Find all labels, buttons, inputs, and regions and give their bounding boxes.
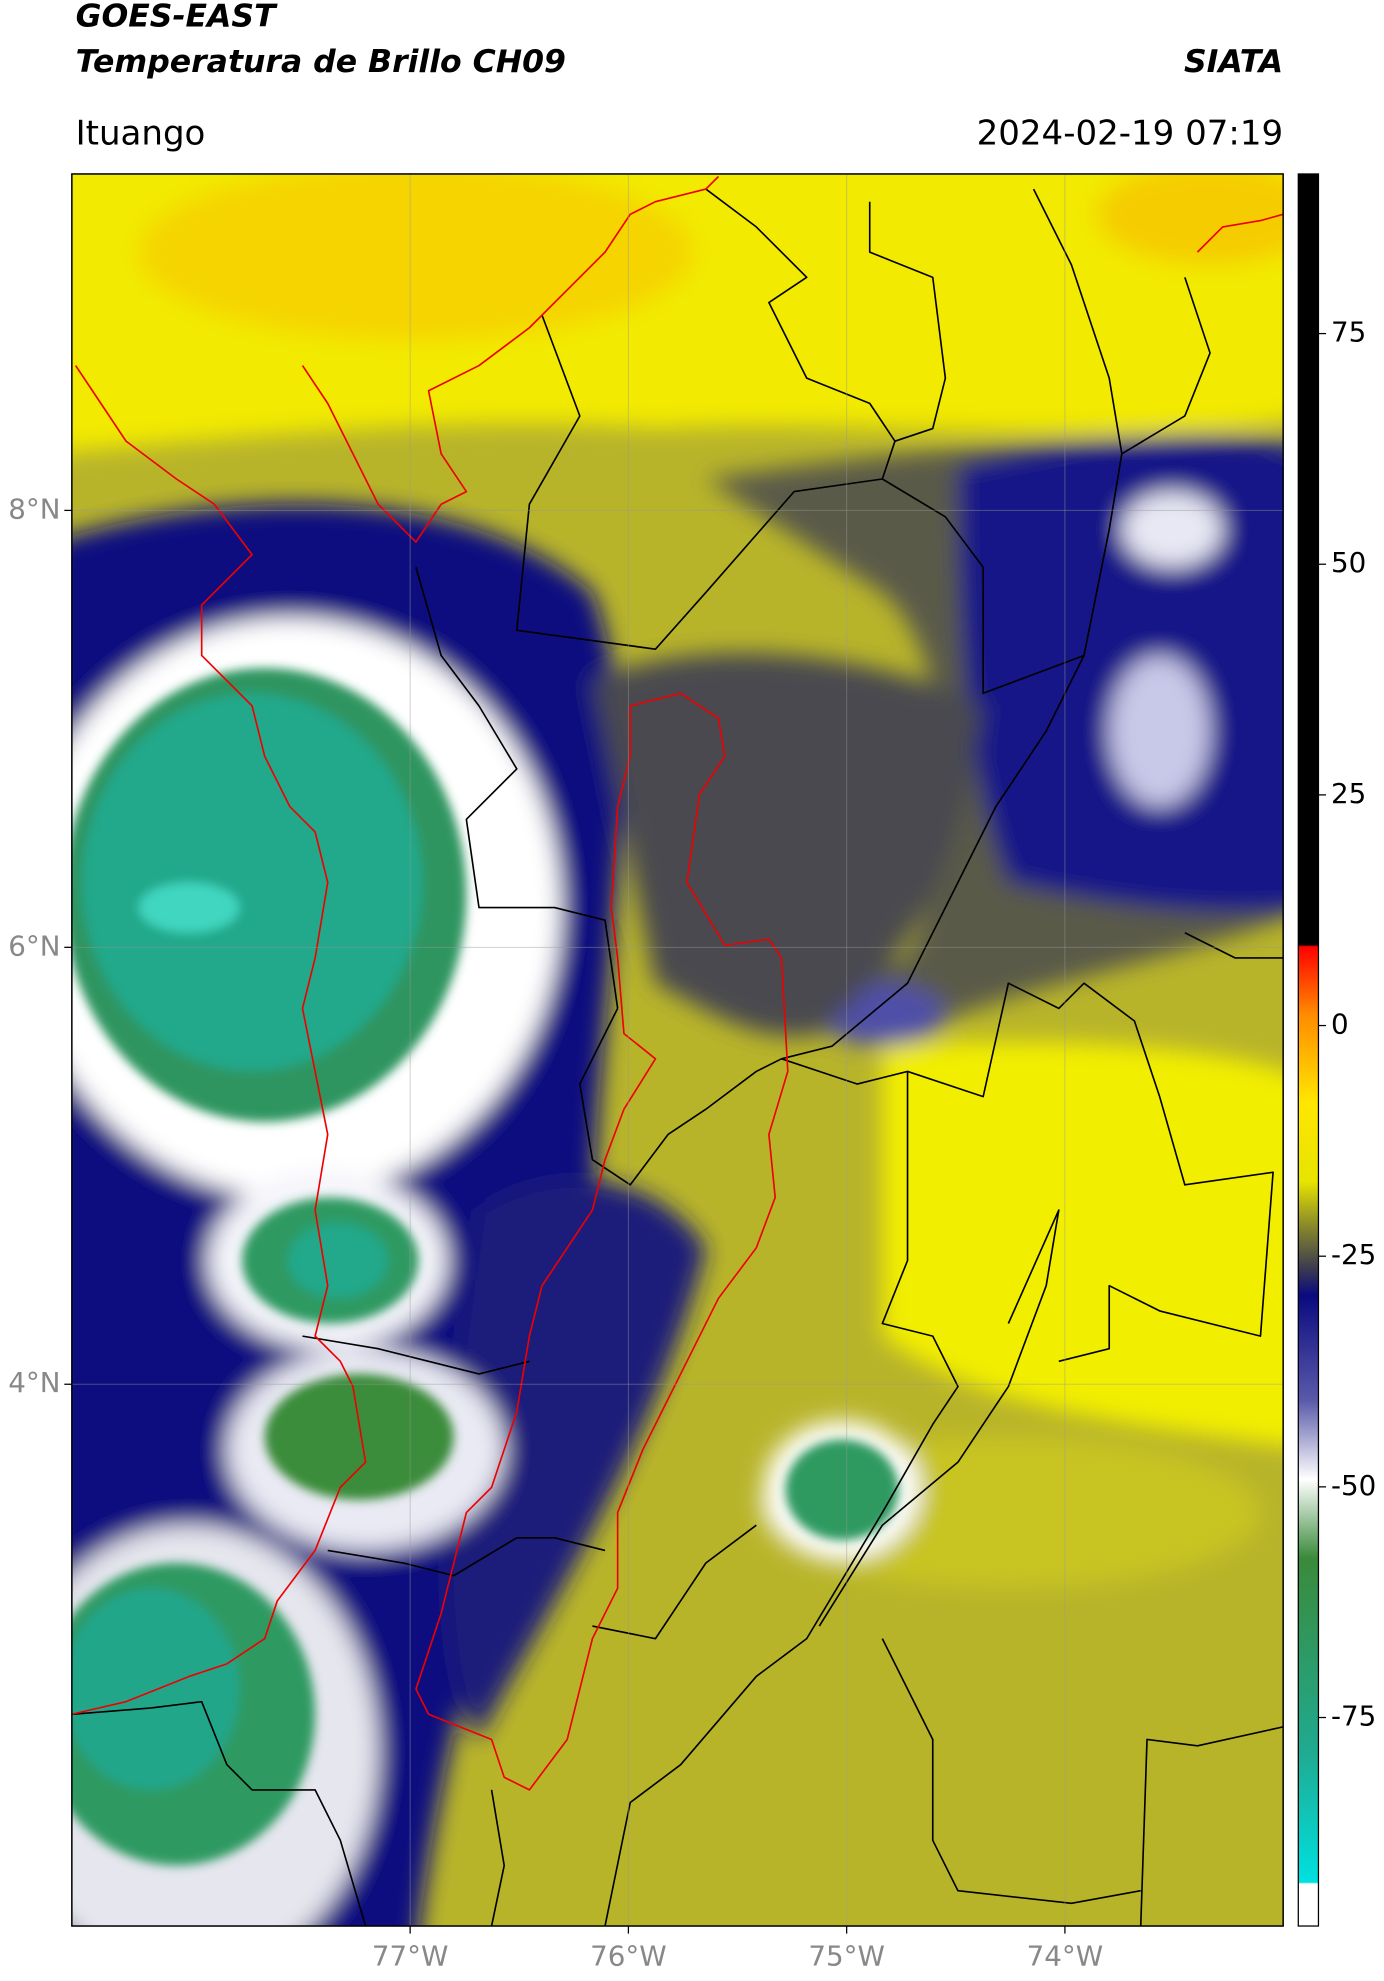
source: SIATA <box>1184 44 1283 80</box>
map-imagery <box>71 173 1284 1927</box>
x-tick-label: 76°W <box>590 1940 667 1973</box>
y-tick-label: 6°N <box>8 929 60 962</box>
y-tick-label: 4°N <box>8 1366 60 1399</box>
subtitle: Temperatura de Brillo CH09 <box>76 44 566 80</box>
colorbar-tick-label: 75 <box>1331 316 1366 349</box>
location: Ituango <box>76 113 206 153</box>
colorbar-tick-label: 50 <box>1331 546 1366 579</box>
colorbar-tick-label: 25 <box>1331 777 1366 810</box>
boundaries <box>71 188 1284 1927</box>
x-tick-label: 75°W <box>808 1940 885 1973</box>
datetime: 2024-02-19 07:19 <box>977 113 1284 153</box>
map-frame <box>71 173 1284 1927</box>
x-tick-label: 77°W <box>372 1940 449 1973</box>
colorbar-tick-label: -75 <box>1331 1700 1376 1733</box>
colorbar <box>1297 173 1320 1927</box>
colorbar-tick-label: -50 <box>1331 1469 1376 1502</box>
x-tick-label: 74°W <box>1027 1940 1104 1973</box>
antioquia-outline <box>71 175 1284 1791</box>
colorbar-tick-label: -25 <box>1331 1238 1376 1271</box>
y-tick-label: 8°N <box>8 492 60 525</box>
title: GOES-EAST <box>76 0 278 35</box>
colorbar-tick-label: 0 <box>1331 1008 1349 1041</box>
